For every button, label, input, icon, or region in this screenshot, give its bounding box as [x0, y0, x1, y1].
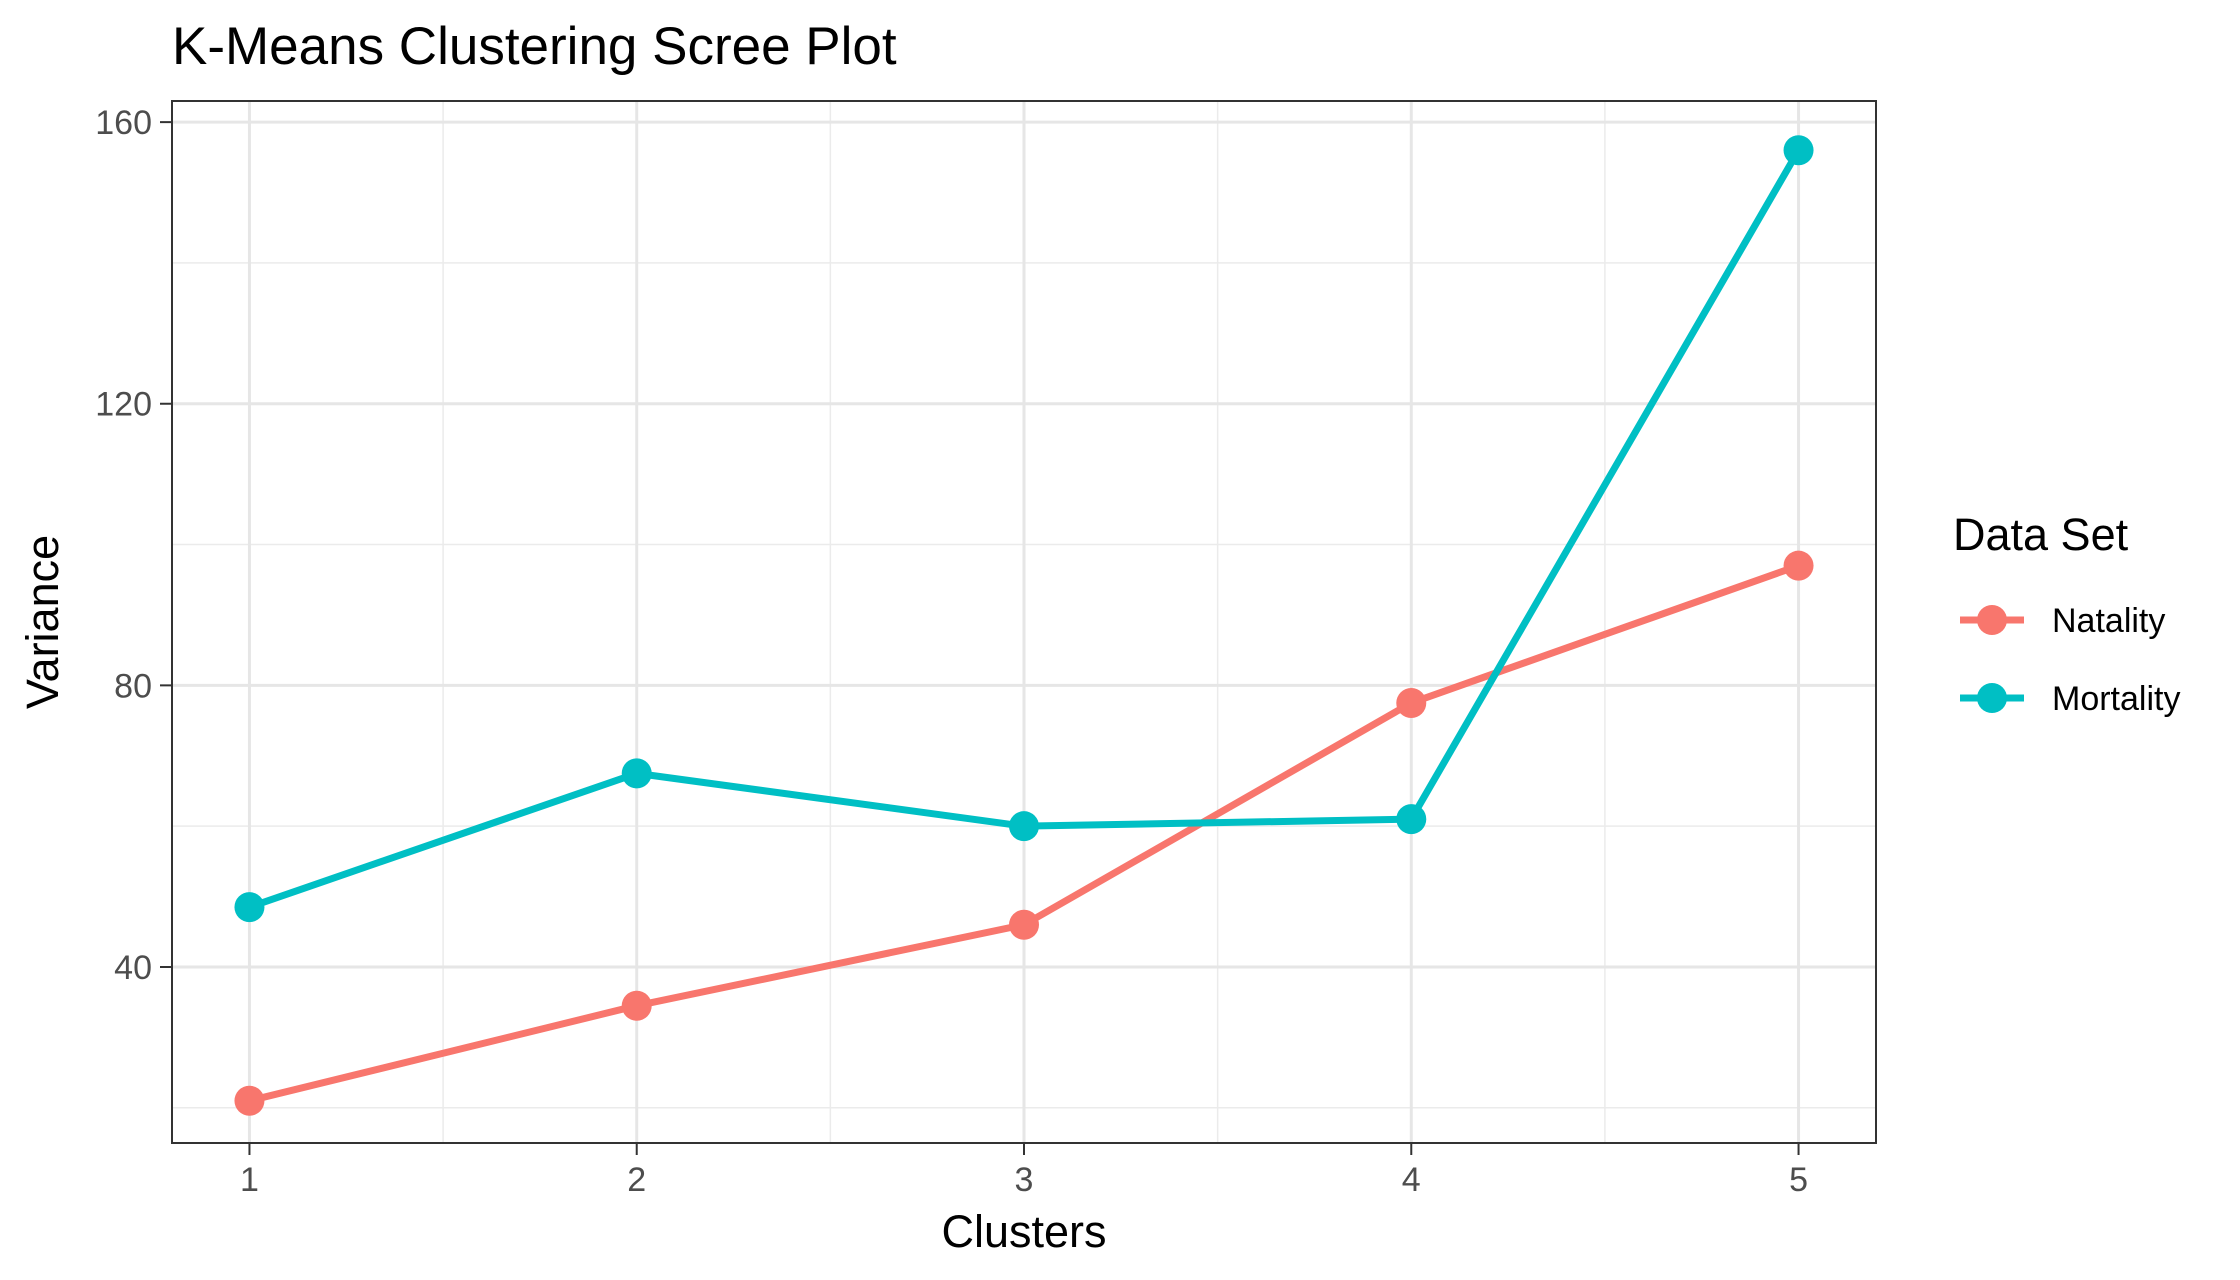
y-tick-label: 40	[114, 949, 152, 987]
data-point-natality	[1396, 687, 1427, 718]
data-point-natality	[1009, 909, 1039, 940]
data-point-mortality	[1396, 804, 1427, 835]
y-tick-label: 120	[95, 386, 152, 424]
legend-key-point	[1977, 683, 2007, 713]
y-axis-ticks: 40 80 120 160	[95, 104, 172, 987]
y-tick-label: 80	[114, 667, 152, 705]
x-axis-ticks: 1 2 3 4 5	[240, 1143, 1808, 1199]
x-tick-label: 2	[627, 1161, 646, 1199]
data-point-mortality	[234, 892, 265, 923]
chart-title: K-Means Clustering Scree Plot	[172, 17, 897, 76]
legend-label: Mortality	[2052, 680, 2180, 718]
x-axis-title: Clusters	[941, 1206, 1106, 1257]
x-tick-label: 5	[1789, 1161, 1808, 1199]
legend-label: Natality	[2052, 602, 2165, 640]
legend: Data Set Natality Mortality	[1953, 509, 2180, 718]
data-point-natality	[234, 1085, 265, 1116]
data-point-mortality	[1009, 811, 1039, 842]
legend-items: Natality Mortality	[1960, 602, 2180, 718]
data-point-mortality	[1783, 135, 1814, 166]
data-point-natality	[1783, 550, 1814, 581]
data-point-mortality	[621, 758, 652, 789]
x-tick-label: 1	[240, 1161, 259, 1199]
x-tick-label: 3	[1015, 1161, 1034, 1199]
major-gridlines	[172, 101, 1876, 1143]
x-tick-label: 4	[1402, 1161, 1421, 1199]
data-point-natality	[621, 990, 652, 1021]
legend-title: Data Set	[1953, 509, 2129, 560]
series-points	[234, 135, 1814, 1116]
y-tick-label: 160	[95, 104, 152, 142]
legend-key-point	[1977, 605, 2007, 635]
y-axis-title: Variance	[17, 535, 68, 709]
